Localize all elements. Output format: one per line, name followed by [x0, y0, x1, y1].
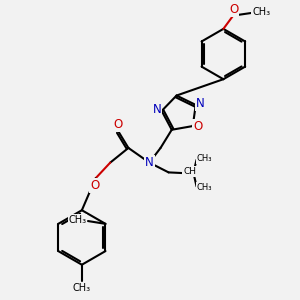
Text: CH₃: CH₃: [252, 7, 270, 17]
Text: CH₃: CH₃: [196, 154, 212, 163]
Text: CH₃: CH₃: [196, 183, 212, 192]
Text: CH₃: CH₃: [73, 284, 91, 293]
Text: O: O: [113, 118, 123, 131]
Text: N: N: [196, 97, 204, 110]
Text: N: N: [152, 103, 161, 116]
Text: O: O: [193, 120, 202, 133]
Text: N: N: [145, 156, 154, 169]
Text: O: O: [229, 3, 238, 16]
Text: O: O: [90, 179, 100, 192]
Text: CH₃: CH₃: [68, 215, 87, 225]
Text: CH: CH: [183, 167, 196, 176]
